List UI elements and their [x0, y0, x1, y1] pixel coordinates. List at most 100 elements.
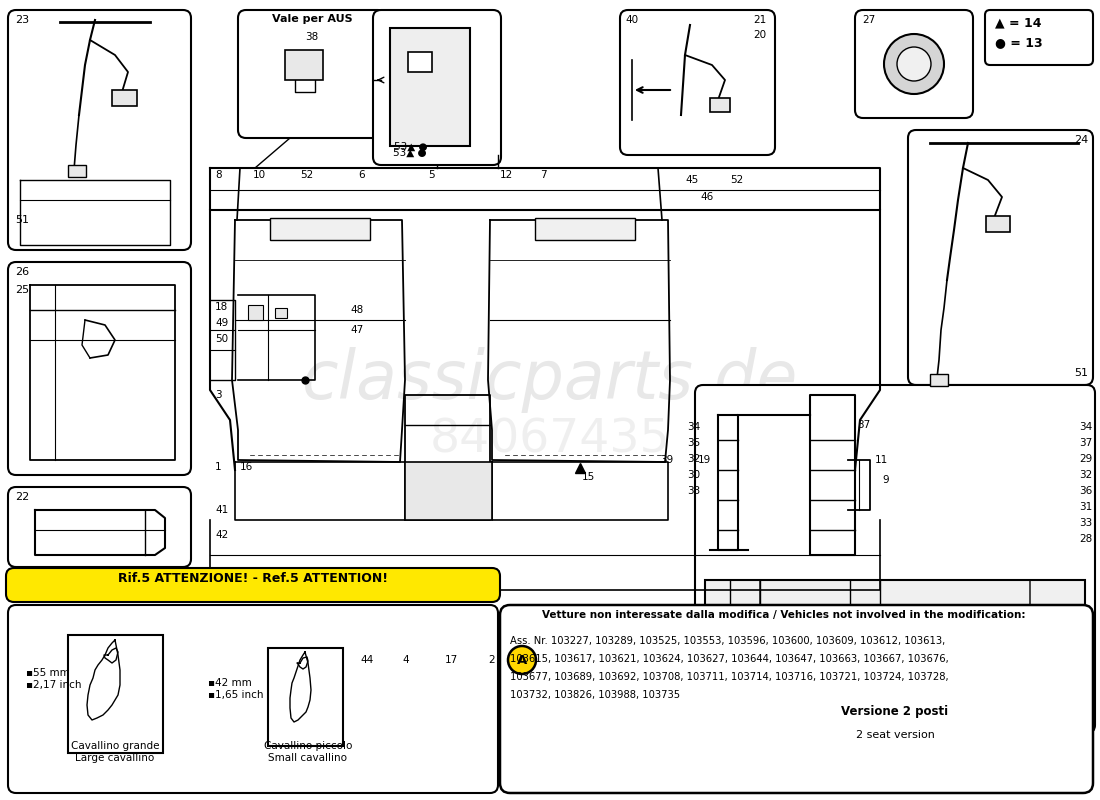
Text: 103677, 103689, 103692, 103708, 103711, 103714, 103716, 103721, 103724, 103728,: 103677, 103689, 103692, 103708, 103711, …	[510, 672, 948, 682]
Bar	[405, 462, 492, 520]
Text: 53▲ ●: 53▲ ●	[393, 148, 427, 158]
Text: Rif.5 ATTENZIONE! - Ref.5 ATTENTION!: Rif.5 ATTENZIONE! - Ref.5 ATTENTION!	[118, 572, 388, 585]
Text: 50: 50	[214, 334, 228, 344]
Text: 103615, 103617, 103621, 103624, 103627, 103644, 103647, 103663, 103667, 103676,: 103615, 103617, 103621, 103624, 103627, …	[510, 654, 948, 664]
Bar	[390, 28, 470, 146]
Bar	[710, 98, 730, 112]
Bar	[705, 580, 1085, 680]
Text: 25: 25	[15, 285, 29, 295]
Text: 42: 42	[214, 530, 229, 540]
Text: 5: 5	[428, 170, 435, 180]
FancyBboxPatch shape	[908, 130, 1093, 385]
Text: 51: 51	[1074, 368, 1088, 378]
Text: 11: 11	[874, 455, 889, 465]
Text: 22: 22	[15, 492, 30, 502]
FancyBboxPatch shape	[8, 262, 191, 475]
Text: 38: 38	[306, 32, 319, 42]
Text: 15: 15	[582, 472, 595, 482]
FancyBboxPatch shape	[620, 10, 776, 155]
Text: Versione 2 posti: Versione 2 posti	[842, 705, 948, 718]
Text: 40: 40	[625, 15, 638, 25]
FancyBboxPatch shape	[238, 10, 386, 138]
Text: 33: 33	[686, 486, 700, 496]
Text: 32: 32	[1079, 470, 1092, 480]
Text: 8: 8	[214, 170, 221, 180]
FancyBboxPatch shape	[373, 10, 500, 165]
Text: 2 seat version: 2 seat version	[856, 730, 934, 740]
Bar	[408, 52, 432, 72]
FancyBboxPatch shape	[695, 385, 1094, 733]
Text: 51: 51	[15, 215, 29, 225]
Bar	[535, 218, 635, 240]
Text: 32: 32	[686, 454, 700, 464]
Text: 3: 3	[214, 390, 221, 400]
Text: 6: 6	[358, 170, 364, 180]
Text: 43: 43	[318, 655, 331, 665]
Text: 19: 19	[698, 455, 712, 465]
Text: 17: 17	[446, 655, 459, 665]
Text: 18: 18	[214, 302, 229, 312]
Bar	[268, 648, 343, 746]
Bar	[112, 90, 138, 106]
FancyBboxPatch shape	[8, 10, 191, 250]
Text: 10: 10	[253, 170, 266, 180]
FancyBboxPatch shape	[984, 10, 1093, 65]
Text: Ass. Nr. 103227, 103289, 103525, 103553, 103596, 103600, 103609, 103612, 103613,: Ass. Nr. 103227, 103289, 103525, 103553,…	[510, 636, 945, 646]
Text: Vetture non interessate dalla modifica / Vehicles not involved in the modificati: Vetture non interessate dalla modifica /…	[542, 610, 1025, 620]
Text: 103732, 103826, 103988, 103735: 103732, 103826, 103988, 103735	[510, 690, 680, 700]
Bar	[248, 305, 263, 320]
Text: Cavallino grande
Large cavallino: Cavallino grande Large cavallino	[70, 742, 160, 763]
Text: ● = 13: ● = 13	[996, 36, 1043, 49]
Text: 20: 20	[752, 30, 766, 40]
Bar	[285, 50, 323, 80]
Circle shape	[508, 646, 536, 674]
Text: Vale per AUS: Vale per AUS	[272, 14, 352, 24]
Text: ▪42 mm
▪1,65 inch: ▪42 mm ▪1,65 inch	[208, 678, 264, 699]
Text: 35: 35	[686, 438, 700, 448]
Bar	[275, 308, 287, 318]
FancyBboxPatch shape	[8, 487, 191, 567]
Text: 34: 34	[686, 422, 700, 432]
Text: 24: 24	[1074, 135, 1088, 145]
Text: 44: 44	[360, 655, 373, 665]
Bar	[270, 218, 370, 240]
Text: 29: 29	[1079, 454, 1092, 464]
Text: 12: 12	[500, 170, 514, 180]
Text: 52: 52	[300, 170, 313, 180]
Bar	[930, 374, 948, 386]
Bar	[68, 635, 163, 753]
Text: 47: 47	[350, 325, 363, 335]
Text: 33: 33	[1079, 518, 1092, 528]
Text: 23: 23	[15, 15, 29, 25]
Text: 34: 34	[1079, 422, 1092, 432]
Text: 39: 39	[660, 455, 673, 465]
Text: 21: 21	[752, 15, 766, 25]
Text: 37: 37	[1079, 438, 1092, 448]
FancyBboxPatch shape	[6, 568, 500, 602]
Text: 46: 46	[700, 192, 713, 202]
Text: 49: 49	[214, 318, 229, 328]
Text: 41: 41	[214, 505, 229, 515]
Text: 37: 37	[857, 420, 870, 430]
Text: 53▲ ●: 53▲ ●	[394, 142, 428, 152]
Text: ▪55 mm
▪2,17 inch: ▪55 mm ▪2,17 inch	[26, 668, 81, 690]
Text: 2: 2	[488, 655, 495, 665]
Bar	[986, 216, 1010, 232]
Bar	[68, 165, 86, 177]
Text: classicparts.de: classicparts.de	[301, 347, 799, 413]
Circle shape	[896, 47, 931, 81]
Text: A: A	[517, 654, 527, 666]
Text: 27: 27	[862, 15, 876, 25]
Text: 36: 36	[1079, 486, 1092, 496]
Text: 48: 48	[350, 305, 363, 315]
Text: Cavallino piccolo
Small cavallino: Cavallino piccolo Small cavallino	[264, 742, 352, 763]
Text: ▲ = 14: ▲ = 14	[996, 16, 1042, 29]
Text: 1: 1	[214, 462, 221, 472]
Text: 45: 45	[685, 175, 698, 185]
Text: 52: 52	[730, 175, 744, 185]
Text: 28: 28	[1079, 534, 1092, 544]
Text: 7: 7	[540, 170, 547, 180]
FancyBboxPatch shape	[8, 605, 498, 793]
Text: 16: 16	[240, 462, 253, 472]
FancyBboxPatch shape	[500, 605, 1093, 793]
